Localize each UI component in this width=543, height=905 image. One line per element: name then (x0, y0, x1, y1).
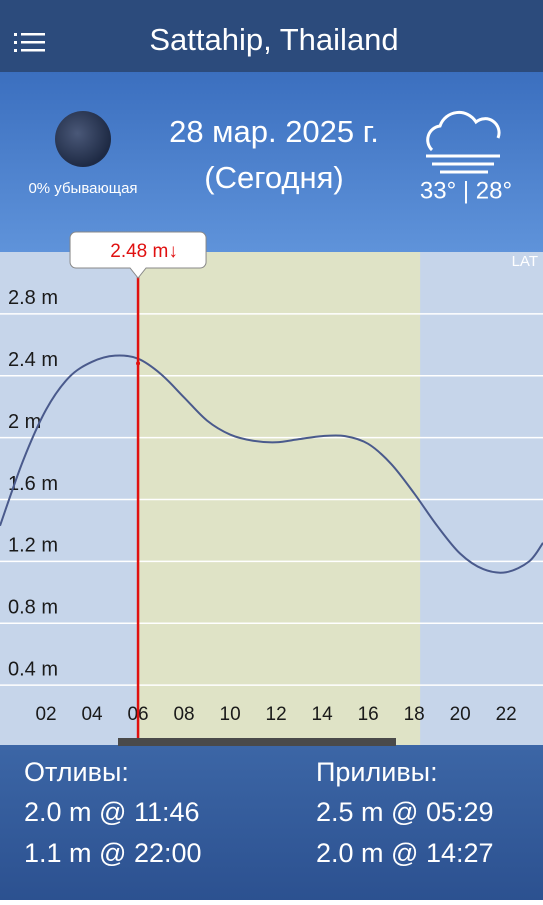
tides-panel (0, 745, 543, 900)
moon-icon (55, 111, 111, 167)
current-callout (69, 231, 207, 279)
x-tick-label: 02 (35, 704, 56, 725)
y-tick-label: 0.8 m (8, 597, 58, 619)
y-tick-label: 0.4 m (8, 658, 58, 680)
low-tide: 1.1 m @ 22:00 (24, 838, 202, 868)
date: 28 мар. 2025 г. (169, 114, 379, 149)
y-tick-label: 1.2 m (8, 535, 58, 557)
weather-icon (426, 110, 501, 174)
x-tick-label: 22 (496, 704, 517, 725)
x-tick-label: 10 (220, 704, 241, 725)
high-tide: 2.0 m @ 14:27 (316, 838, 494, 868)
y-tick-label: 2.4 m (8, 349, 58, 371)
daylight-band (138, 252, 421, 745)
x-tick-label: 14 (312, 704, 334, 725)
low-title: Отливы: (24, 757, 129, 787)
tide-chart: LAT 0.4 m 0.8 m 1.2 m 1.6 m 2 m 2.4 m 2.8 m 02 04… (0, 231, 543, 745)
y-tick-label: 2 m (8, 411, 41, 433)
moon-phase: 0% убывающая (28, 180, 137, 197)
current-point (136, 361, 141, 366)
y-tick-label: 2.8 m (8, 287, 58, 309)
title: Sattahip, Thailand (149, 22, 398, 57)
x-tick-label: 04 (81, 704, 103, 725)
today: (Сегодня) (204, 160, 343, 195)
app-bar (0, 0, 543, 72)
low-tide: 2.0 m @ 11:46 (24, 797, 200, 827)
x-tick-label: 12 (266, 704, 287, 725)
high-title: Приливы: (316, 757, 438, 787)
high-tide: 2.5 m @ 05:29 (316, 797, 494, 827)
x-tick-label: 20 (450, 704, 471, 725)
tide-curve (0, 354, 543, 574)
menu-button[interactable] (14, 33, 45, 52)
y-tick-label: 1.6 m (8, 473, 58, 495)
x-tick-label: 08 (173, 704, 194, 725)
x-tick-label: 18 (404, 704, 425, 725)
x-tick-label: 16 (358, 704, 379, 725)
current-value: 2.48 m↓ (110, 241, 178, 262)
temperature: 33° | 28° (420, 177, 512, 204)
datum-label: LAT (512, 253, 538, 270)
scrollbar (118, 738, 396, 746)
